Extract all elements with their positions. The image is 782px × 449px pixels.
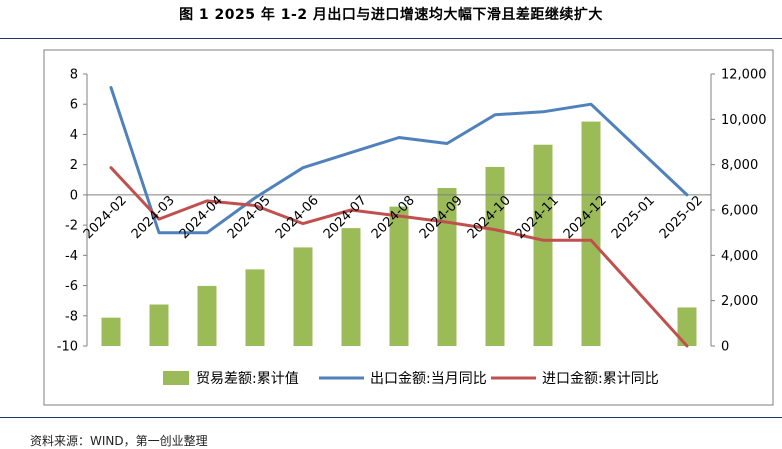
left-tick-label: 2 bbox=[70, 158, 78, 173]
trade-balance-bar bbox=[581, 121, 601, 346]
trade-balance-bar bbox=[149, 304, 169, 346]
legend-label: 进口金额:累计同比 bbox=[542, 371, 659, 387]
plot-frame bbox=[43, 49, 774, 406]
bottom-rule bbox=[0, 417, 782, 418]
trade-balance-bar bbox=[101, 317, 121, 346]
trade-balance-bar bbox=[341, 228, 361, 346]
left-tick-label: 6 bbox=[70, 98, 78, 113]
legend-label: 贸易差额:累计值 bbox=[196, 371, 299, 387]
trade-balance-bar bbox=[485, 166, 505, 346]
right-tick-label: 0 bbox=[721, 340, 729, 355]
left-tick-label: -4 bbox=[65, 249, 78, 264]
import-yoy-line bbox=[109, 166, 689, 348]
right-tick-label: 8,000 bbox=[721, 158, 758, 173]
right-axis: 12,000 10,000 8,000 6,000 4,000 2,000 0 bbox=[710, 68, 767, 355]
left-axis: 8 6 4 2 0 -2 -4 -6 -8 -10 bbox=[57, 68, 88, 355]
top-rule bbox=[0, 38, 782, 39]
legend: 贸易差额:累计值 出口金额:当月同比 进口金额:累计同比 bbox=[163, 371, 659, 387]
trade-balance-bar bbox=[245, 269, 265, 346]
left-tick-label: -8 bbox=[65, 309, 78, 324]
trade-balance-bar bbox=[677, 307, 697, 346]
trade-balance-bar bbox=[437, 188, 457, 346]
category-label: 2025-02 bbox=[657, 193, 706, 242]
left-tick-label: 4 bbox=[70, 128, 78, 143]
category-label: 2024-06 bbox=[273, 193, 322, 242]
bar-series bbox=[101, 121, 697, 346]
trade-balance-bar bbox=[389, 206, 409, 346]
left-tick-label: -10 bbox=[57, 340, 78, 355]
source-note: 资料来源：WIND，第一创业整理 bbox=[30, 434, 208, 448]
trade-balance-bar bbox=[293, 247, 313, 346]
trade-balance-bar bbox=[197, 285, 217, 346]
line-series bbox=[87, 86, 711, 348]
right-tick-label: 10,000 bbox=[721, 113, 767, 128]
right-tick-label: 6,000 bbox=[721, 204, 758, 219]
category-label: 2024-02 bbox=[81, 193, 130, 242]
export-yoy-line bbox=[109, 86, 689, 235]
category-label: 2024-04 bbox=[177, 193, 226, 242]
category-label: 2025-01 bbox=[609, 193, 658, 242]
legend-swatch-bar bbox=[163, 371, 189, 385]
left-tick-label: -2 bbox=[65, 219, 78, 234]
left-tick-label: 0 bbox=[70, 188, 78, 203]
left-tick-label: -6 bbox=[65, 279, 78, 294]
right-tick-label: 4,000 bbox=[721, 249, 758, 264]
figure-title: 图 1 2025 年 1-2 月出口与进口增速均大幅下滑且差距继续扩大 bbox=[179, 7, 603, 23]
left-tick-label: 8 bbox=[70, 68, 78, 83]
legend-label: 出口金额:当月同比 bbox=[370, 371, 487, 387]
category-label: 2024-03 bbox=[129, 193, 178, 242]
right-tick-label: 12,000 bbox=[721, 68, 767, 83]
trade-balance-bar bbox=[533, 144, 553, 346]
right-tick-label: 2,000 bbox=[721, 294, 758, 309]
